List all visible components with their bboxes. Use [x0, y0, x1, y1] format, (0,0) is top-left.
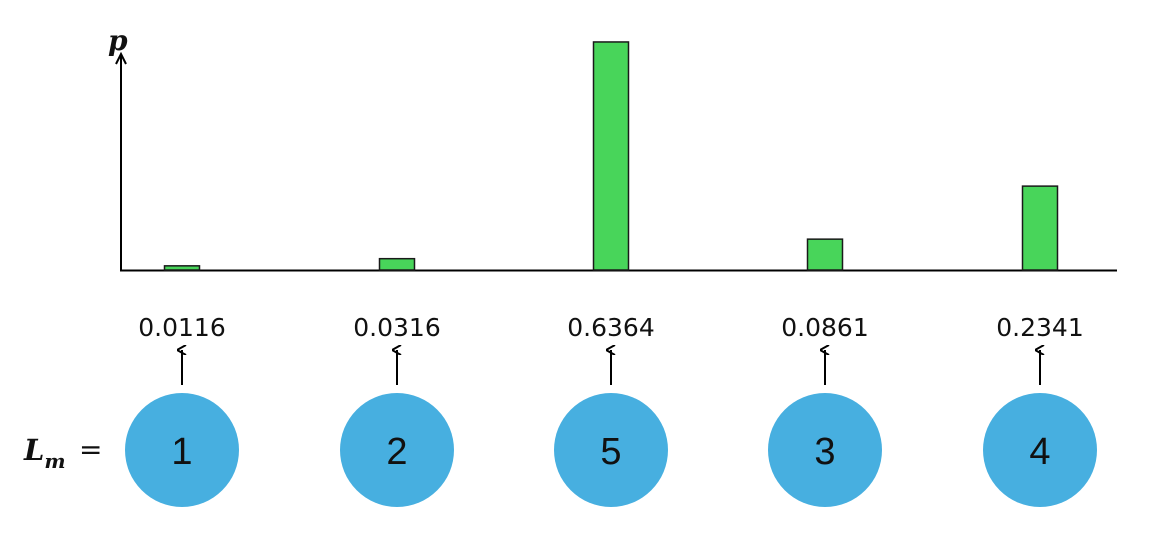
- bar-1: [163, 265, 201, 271]
- node-label-4: 4: [1029, 431, 1050, 473]
- y-axis-label: p: [108, 24, 128, 57]
- nodes-group: 1 2 5 3 4: [125, 393, 1097, 507]
- row-label-equals: =: [79, 433, 102, 466]
- row-label-base: Lm: [23, 433, 66, 473]
- node-label-3: 3: [814, 431, 835, 473]
- node-label-2: 2: [386, 431, 407, 473]
- bar-5: [592, 41, 630, 271]
- node-circle-2: [340, 393, 454, 507]
- node-circle-4: [983, 393, 1097, 507]
- node-circle-5: [554, 393, 668, 507]
- node-circle-1: [125, 393, 239, 507]
- value-labels-group: 0.0116 0.0316 0.6364 0.0861 0.2341: [138, 313, 1084, 385]
- value-label-1: 0.0116: [138, 313, 225, 342]
- bar-2: [378, 257, 416, 271]
- node-label-1: 1: [171, 431, 192, 473]
- value-label-5: 0.6364: [567, 313, 654, 342]
- bars-group: [163, 41, 1059, 271]
- node-label-5: 5: [600, 431, 621, 473]
- bar-3: [806, 238, 844, 271]
- bar-4: [1021, 185, 1059, 271]
- row-label: Lm =: [23, 433, 102, 473]
- y-axis-arrowhead: [115, 51, 127, 65]
- node-circle-3: [768, 393, 882, 507]
- value-label-2: 0.0316: [353, 313, 440, 342]
- value-label-4: 0.2341: [996, 313, 1083, 342]
- value-label-3: 0.0861: [781, 313, 868, 342]
